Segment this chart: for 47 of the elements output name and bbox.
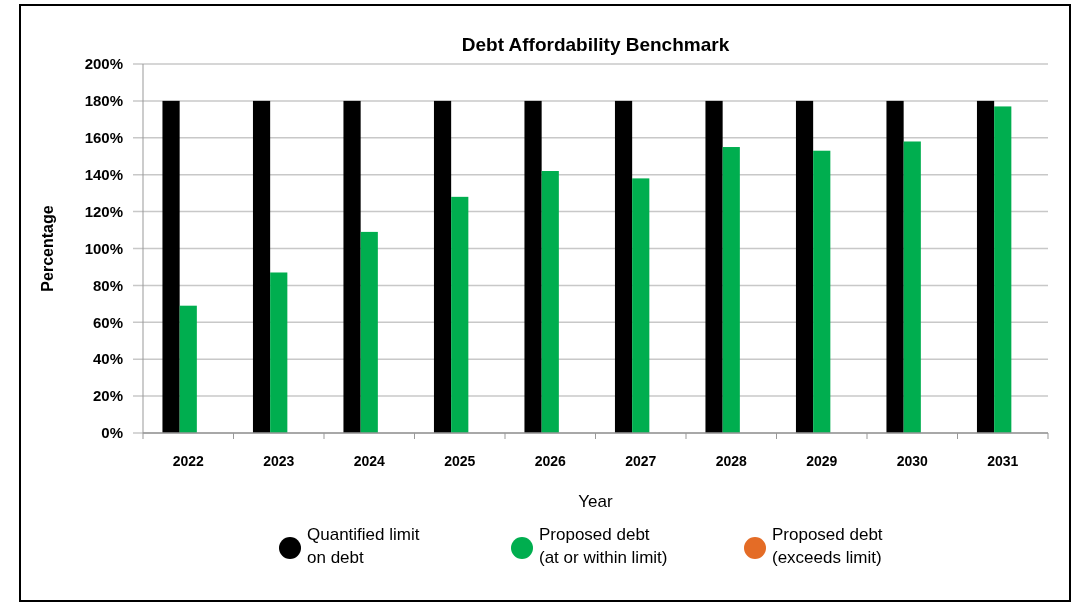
bar [252,100,271,433]
y-tick-label: 180% [84,92,123,110]
chart-title: Debt Affordability Benchmark [461,34,730,55]
y-tick-label: 120% [84,202,123,220]
bar [433,100,452,433]
legend-label: Quantified limit on debt [307,525,420,567]
x-tick-label: 2030 [896,453,929,469]
bar [524,100,542,433]
bar [632,178,650,433]
x-tick-label: 2031 [987,453,1019,469]
bar [614,100,633,433]
y-tick-label: 40% [92,350,123,368]
bar [722,147,740,433]
bar [541,171,559,433]
y-tick-label: 100% [84,239,123,257]
bar [705,100,723,433]
bar [451,196,469,433]
x-tick-label: 2024 [353,453,386,469]
bar [270,272,288,433]
x-axis-title: Year [578,492,614,511]
bar [795,100,814,433]
bar [886,100,904,433]
legend-label: Proposed debt (exceeds limit) [772,525,883,567]
x-tick-label: 2025 [444,453,476,469]
y-tick-label: 80% [92,276,123,294]
bar [976,100,995,433]
y-tick-label: 160% [84,129,123,147]
bar [162,100,180,433]
bar [813,150,831,433]
x-tick-label: 2022 [172,453,205,469]
x-tick-label: 2028 [715,453,748,469]
bar [343,100,361,433]
x-tick-label: 2027 [625,453,657,469]
y-tick-label: 200% [84,55,123,73]
bar [903,141,921,433]
bar [360,231,378,433]
y-axis-title: Percentage [39,205,56,292]
bar [179,305,197,433]
x-tick-label: 2026 [534,453,567,469]
y-tick-label: 20% [92,387,123,405]
bar [994,106,1012,433]
x-tick-label: 2023 [263,453,295,469]
legend-label: Proposed debt (at or within limit) [539,525,668,567]
y-tick-label: 60% [92,313,123,331]
y-tick-label: 0% [101,424,123,442]
x-tick-label: 2029 [806,453,838,469]
y-tick-label: 140% [84,165,123,183]
